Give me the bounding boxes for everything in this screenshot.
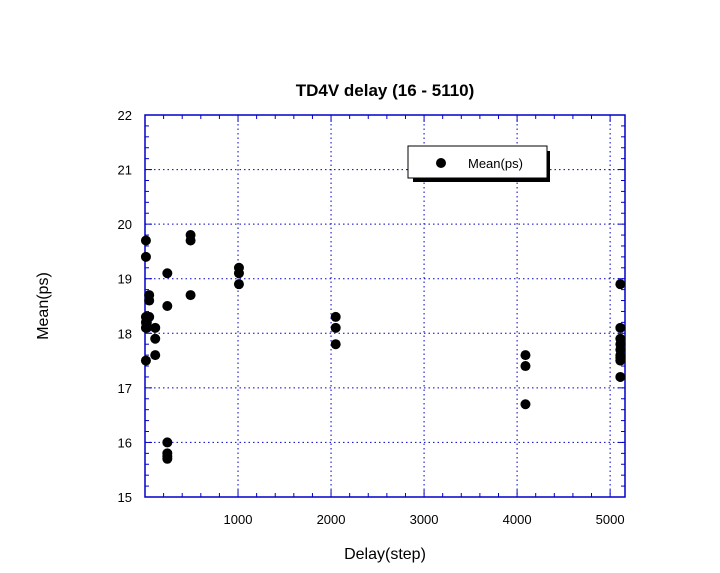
data-point [615,371,626,382]
data-point [162,453,173,464]
legend: Mean(ps) [407,145,550,182]
legend-box [407,145,548,179]
data-point [330,311,341,322]
y-tick-label: 20 [118,217,132,232]
plot-area-frame [144,114,626,498]
data-point [615,355,626,366]
x-axis-label: Delay(step) [344,546,426,563]
axis-ticks [144,114,625,498]
data-point [162,268,173,279]
data-point [140,235,151,246]
y-tick-label: 17 [118,381,132,396]
data-point [150,333,161,344]
data-point [162,301,173,311]
data-point [520,350,531,361]
x-tick-label: 1000 [224,512,253,527]
x-tick-label: 4000 [503,512,532,527]
data-point [330,339,341,350]
y-tick-label: 19 [118,272,132,287]
legend-label: Mean(ps) [468,156,523,171]
legend-marker [436,158,446,168]
chart-title: TD4V delay (16 - 5110) [296,81,475,100]
x-tick-label: 2000 [317,512,346,527]
data-point [615,279,626,290]
data-point [162,437,173,448]
grid-lines [145,115,625,497]
data-point [140,355,151,366]
y-tick-label: 21 [118,163,132,178]
x-tick-label: 3000 [410,512,439,527]
data-point [520,361,531,372]
y-axis-label: Mean(ps) [35,272,52,340]
data-point [150,350,161,361]
data-point [144,311,155,322]
tick-labels: 1000 2000 3000 4000 5000 15 16 17 18 19 20 21 22 [118,108,625,527]
x-tick-label: 5000 [596,512,625,527]
data-point [185,290,196,301]
y-tick-label: 18 [118,326,132,341]
data-point [233,268,244,279]
data-point [520,399,531,410]
data-point [150,322,161,333]
data-point [144,295,155,306]
data-point [233,279,244,290]
y-tick-label: 16 [118,435,132,450]
data-point [330,322,341,333]
data-point [140,251,151,262]
y-tick-label: 15 [118,490,132,505]
data-points [140,230,626,464]
y-tick-label: 22 [118,108,132,123]
data-point [615,322,626,333]
data-point [185,235,196,246]
